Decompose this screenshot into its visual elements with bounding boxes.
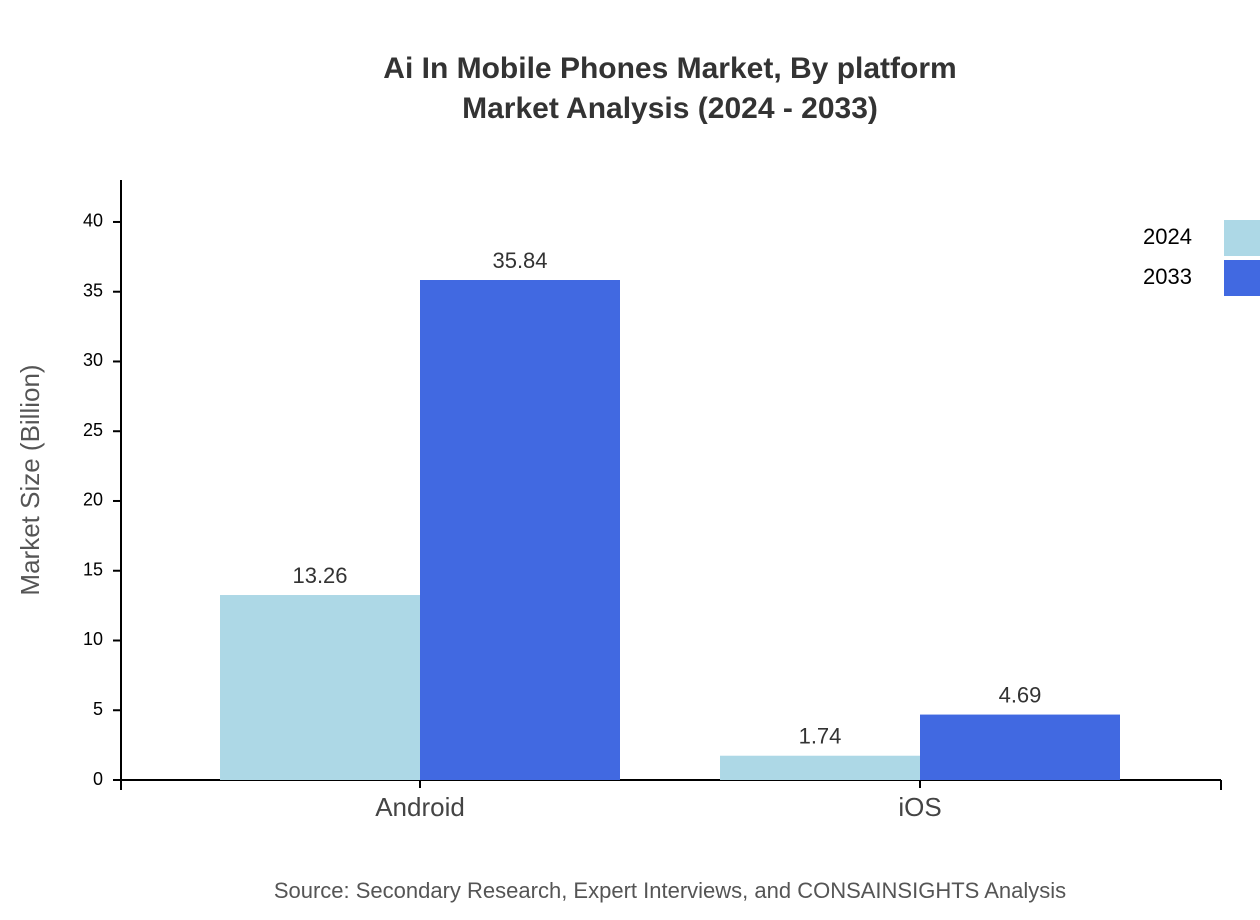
chart-title: Ai In Mobile Phones Market, By platform: [383, 52, 956, 85]
x-tick-label: iOS: [898, 792, 941, 822]
bar: [920, 714, 1120, 780]
y-tick-label: 15: [83, 559, 103, 579]
value-label: 35.84: [492, 248, 547, 273]
x-tick-label: Android: [375, 792, 465, 822]
bar: [720, 755, 920, 780]
source-note: Source: Secondary Research, Expert Inter…: [274, 878, 1066, 903]
bar: [420, 280, 620, 780]
bar: [220, 595, 420, 780]
value-label: 13.26: [292, 563, 347, 588]
y-tick-label: 10: [83, 629, 103, 649]
legend-label: 2024: [1143, 224, 1192, 249]
legend-swatch: [1224, 260, 1260, 296]
y-tick-label: 0: [93, 769, 103, 789]
value-label: 1.74: [799, 724, 842, 749]
chart-subtitle: Market Analysis (2024 - 2033): [462, 92, 878, 125]
y-tick-label: 30: [83, 350, 103, 370]
y-tick-label: 40: [83, 211, 103, 231]
y-tick-label: 35: [83, 280, 103, 300]
value-label: 4.69: [999, 682, 1042, 707]
legend-label: 2033: [1143, 264, 1192, 289]
legend-swatch: [1224, 220, 1260, 256]
y-tick-label: 25: [83, 420, 103, 440]
y-axis-label: Market Size (Billion): [15, 364, 45, 595]
y-tick-label: 5: [93, 699, 103, 719]
y-tick-label: 20: [83, 490, 103, 510]
